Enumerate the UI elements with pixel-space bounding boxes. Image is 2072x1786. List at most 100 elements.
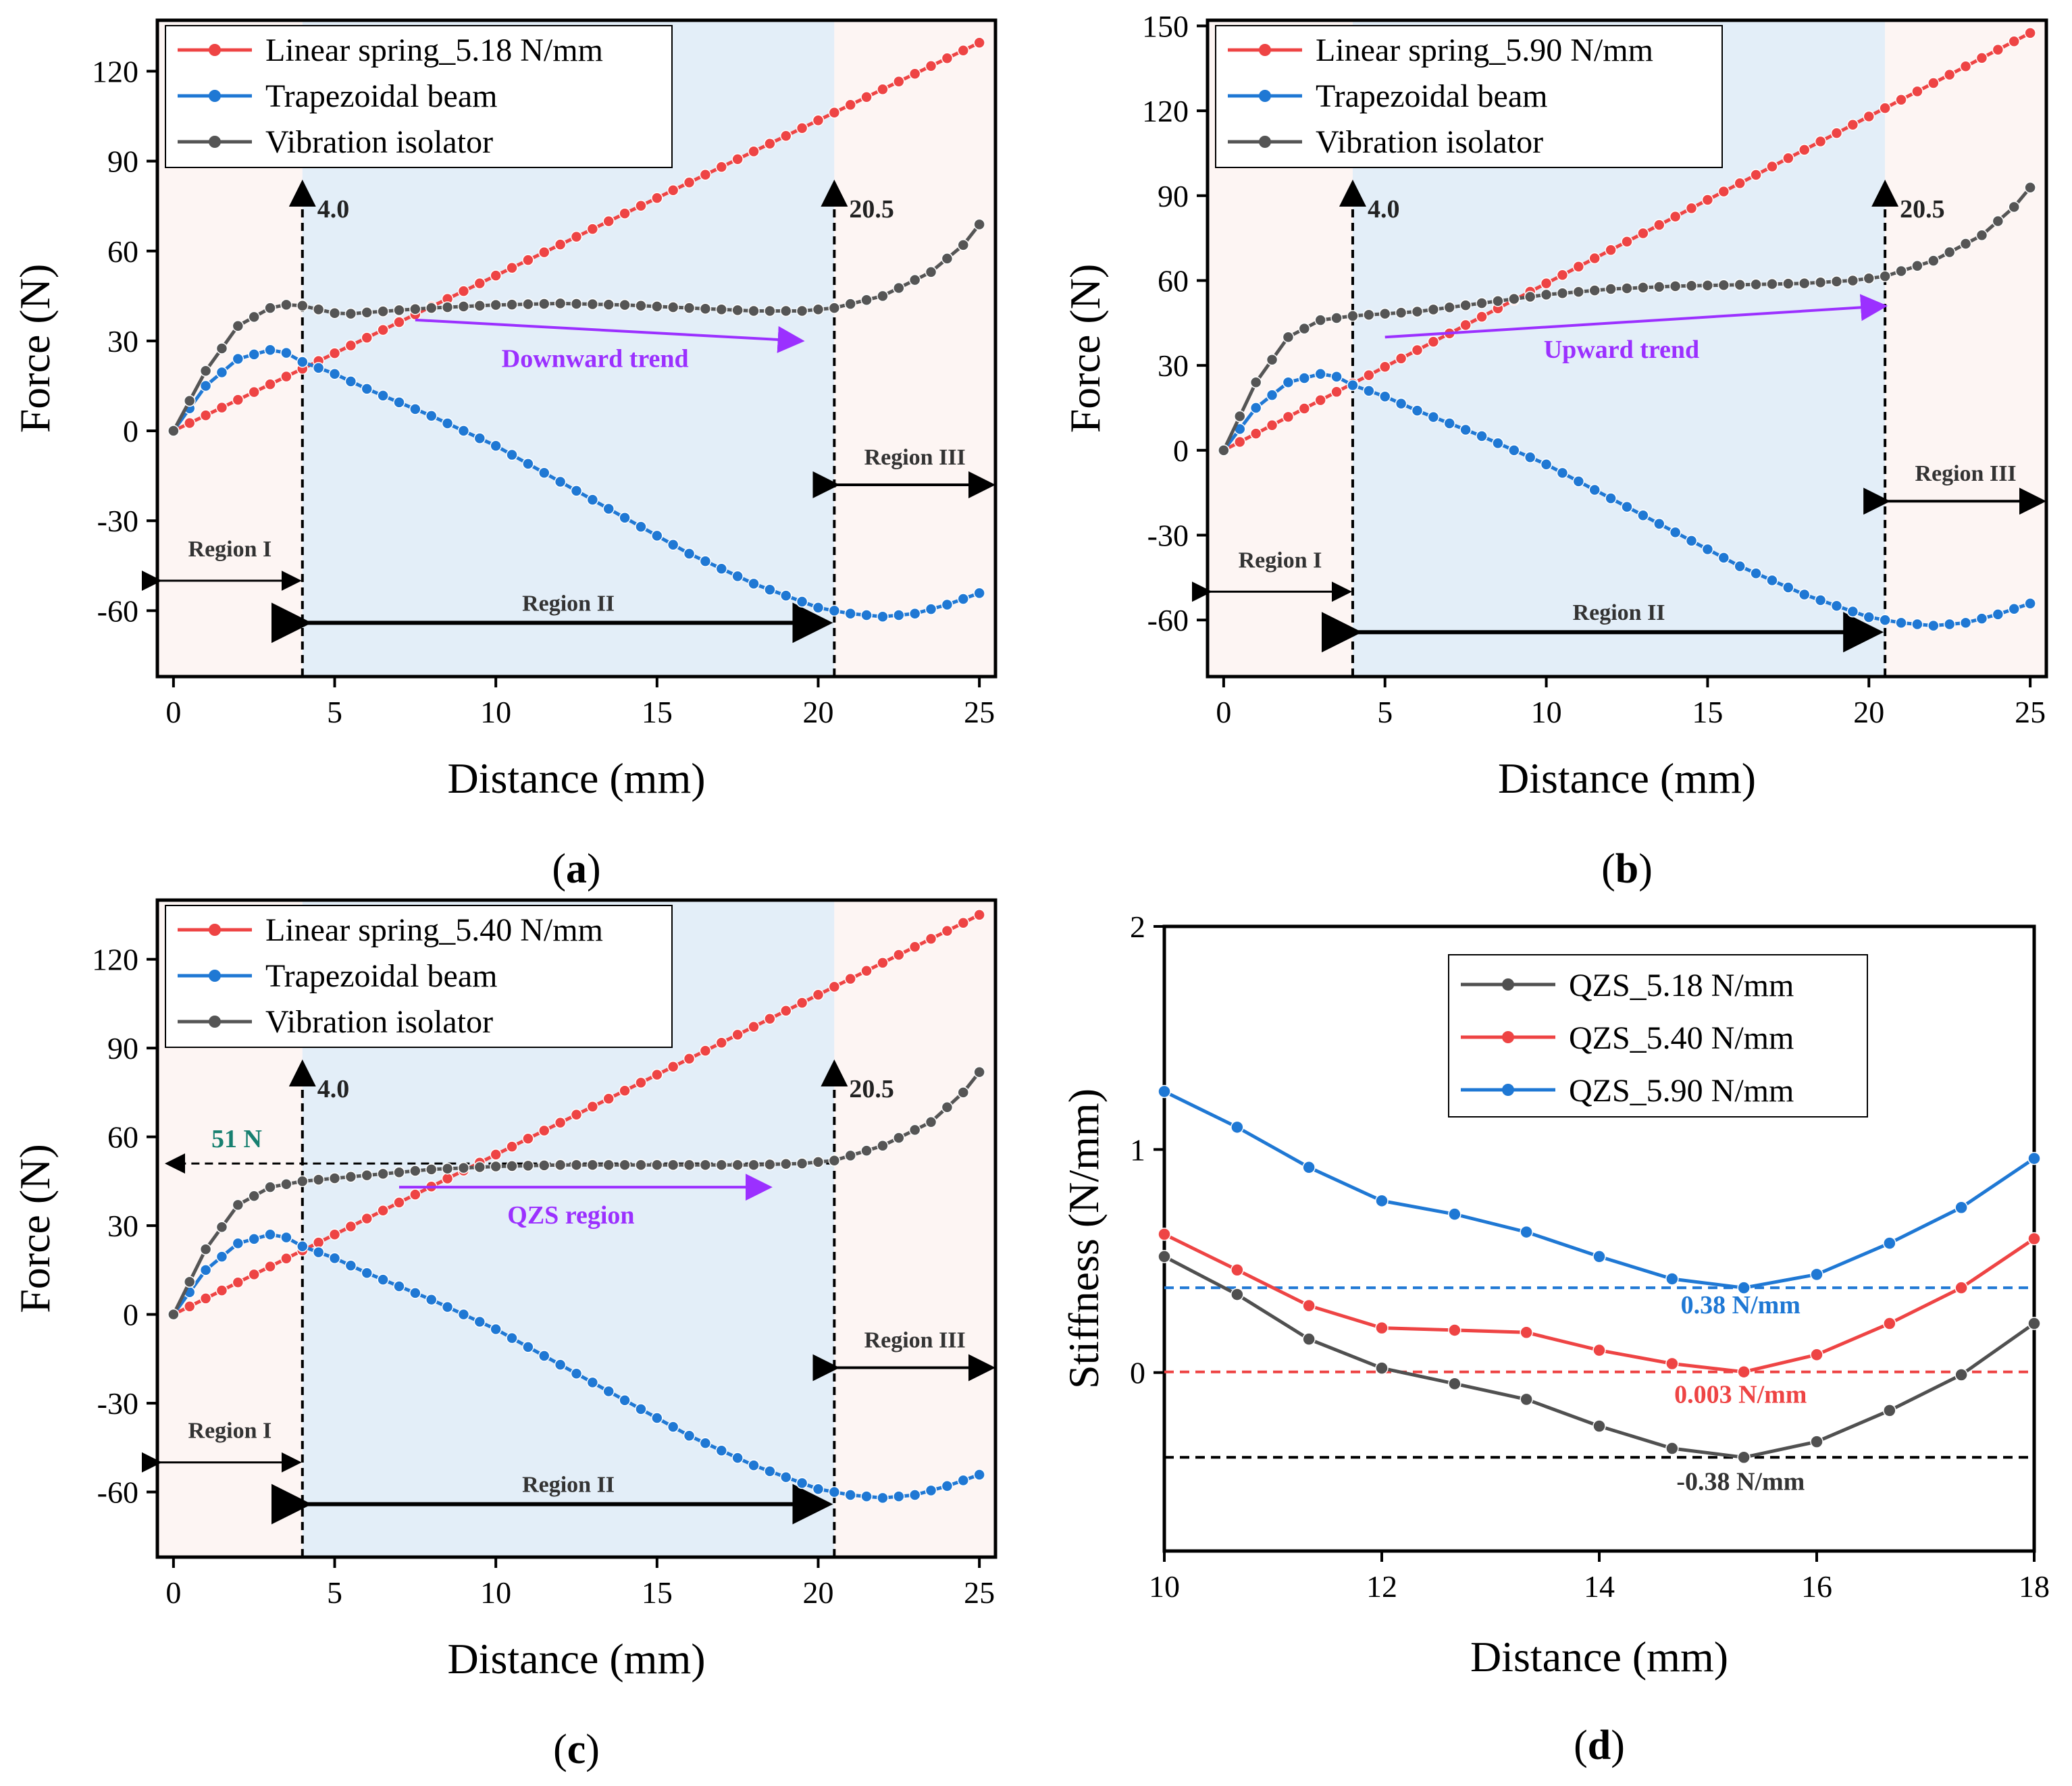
linear-spring-point	[570, 1109, 583, 1121]
trapezoidal-beam-point	[941, 1480, 954, 1492]
x-axis-label: Distance (mm)	[447, 1635, 705, 1683]
linear-spring-point	[441, 1172, 454, 1185]
trapezoidal-beam-point	[893, 1490, 905, 1502]
vibration-isolator-point	[1347, 310, 1359, 322]
stiffness-series-point	[1448, 1207, 1461, 1221]
trapezoidal-beam-point	[264, 1228, 276, 1241]
vibration-isolator-point	[1621, 282, 1633, 294]
linear-spring-point	[1637, 227, 1649, 240]
linear-spring-point	[1605, 244, 1617, 256]
legend-label: Trapezoidal beam	[265, 958, 497, 994]
linear-spring-point	[1766, 160, 1778, 173]
trapezoidal-beam-point	[667, 538, 679, 551]
linear-spring-point	[215, 401, 228, 414]
y-tick-label: 30	[1158, 348, 1189, 383]
panel-label-paren: (	[553, 1727, 567, 1772]
stiffness-series-point	[1883, 1404, 1896, 1417]
vibration-isolator-point	[570, 1159, 583, 1172]
vibration-isolator-point	[570, 298, 583, 310]
x-tick-label: 14	[1584, 1569, 1615, 1604]
linear-spring-point	[538, 1124, 550, 1137]
linear-spring-point	[506, 261, 518, 274]
y-tick-label: 150	[1142, 9, 1189, 43]
linear-spring-point	[1959, 60, 1972, 73]
linear-spring-point	[248, 386, 260, 398]
vibration-isolator-point	[425, 302, 438, 314]
trapezoidal-beam-point	[490, 440, 502, 452]
trapezoidal-beam-point	[651, 1412, 663, 1424]
linear-spring-point	[393, 316, 405, 328]
vibration-isolator-point	[683, 1159, 696, 1172]
vibration-isolator-point	[183, 394, 196, 407]
vibration-isolator-point	[1492, 295, 1504, 307]
linear-spring-point	[554, 238, 567, 251]
stiffness-series-point	[1737, 1450, 1751, 1464]
stiffness-series-point	[1883, 1236, 1896, 1250]
vibration-isolator-point	[699, 1159, 712, 1172]
trapezoidal-beam-point	[473, 432, 486, 444]
trapezoidal-beam-point	[199, 379, 212, 392]
vibration-isolator-point	[828, 1154, 841, 1167]
trapezoidal-beam-point	[602, 502, 615, 515]
linear-spring-point	[957, 916, 970, 929]
trapezoidal-beam-point	[457, 1308, 470, 1321]
vibration-isolator-point	[860, 1145, 873, 1157]
trapezoidal-beam-point	[2024, 597, 2036, 610]
trapezoidal-beam-point	[667, 1421, 679, 1433]
linear-spring-point	[1717, 185, 1730, 198]
vibration-isolator-point	[1685, 280, 1698, 292]
trapezoidal-beam-point	[715, 1444, 728, 1456]
linear-spring-point	[764, 137, 776, 150]
vibration-isolator-point	[635, 300, 647, 312]
panel-label-letter: b	[1615, 846, 1638, 892]
linear-spring-point	[280, 370, 292, 383]
trapezoidal-beam-point	[215, 366, 228, 379]
linear-spring-point	[473, 277, 486, 290]
trapezoidal-beam-point	[522, 1341, 534, 1353]
vibration-isolator-point	[522, 1159, 534, 1172]
linear-spring-point	[651, 1068, 663, 1081]
linear-spring-point	[1701, 194, 1714, 206]
linear-spring-point	[522, 1132, 534, 1145]
stiffness-series-point	[2027, 1232, 2041, 1246]
chart-panel-b: 0 5 10 15 20 25 -60 -30 0 30 60 90 120 150 Distance (m…	[1061, 9, 2048, 892]
vibration-isolator-point	[731, 304, 744, 317]
trapezoidal-beam-point	[377, 1273, 389, 1286]
y-axis-label: Force (N)	[11, 264, 59, 434]
panel-label-paren: )	[587, 846, 601, 892]
reference-label: 0.003 N/mm	[1674, 1381, 1807, 1409]
linear-spring-point	[1588, 252, 1601, 265]
stiffness-series-point	[1737, 1281, 1751, 1294]
linear-spring-point	[506, 1140, 518, 1153]
y-tick-label: 60	[1158, 263, 1189, 298]
vibration-isolator-point	[1234, 410, 1246, 423]
vibration-isolator-point	[1540, 288, 1553, 301]
vibration-isolator-point	[1443, 301, 1456, 313]
trend-arrow	[1384, 294, 1888, 339]
trapezoidal-beam-point	[1459, 423, 1472, 436]
linear-spring-point	[199, 409, 212, 421]
linear-spring-point	[731, 153, 744, 165]
trapezoidal-beam-point	[1572, 475, 1585, 488]
vibration-isolator-point	[264, 1181, 276, 1193]
stiffness-series-point	[1592, 1419, 1606, 1433]
linear-spring-point	[619, 207, 631, 219]
region-iii-background	[834, 20, 995, 677]
trapezoidal-beam-point	[409, 1287, 421, 1299]
trapezoidal-beam-point	[1314, 367, 1326, 380]
vibration-isolator-point	[506, 298, 518, 311]
trapezoidal-beam-point	[1943, 618, 1956, 631]
vibration-isolator-point	[280, 298, 292, 311]
linear-spring-point	[651, 192, 663, 204]
panel-label-letter: d	[1588, 1723, 1611, 1768]
legend-label: QZS_5.90 N/mm	[1569, 1073, 1794, 1109]
linear-spring-point	[232, 1276, 244, 1289]
vibration-isolator-point	[377, 1167, 389, 1180]
stiffness-series-point	[1665, 1442, 1679, 1455]
vibration-isolator-point	[1782, 278, 1794, 290]
vibration-isolator-point	[812, 303, 825, 316]
linear-spring-point	[1895, 93, 1907, 106]
trapezoidal-beam-point	[1363, 385, 1375, 397]
linear-spring-point	[973, 909, 985, 921]
vibration-isolator-point	[828, 302, 841, 314]
